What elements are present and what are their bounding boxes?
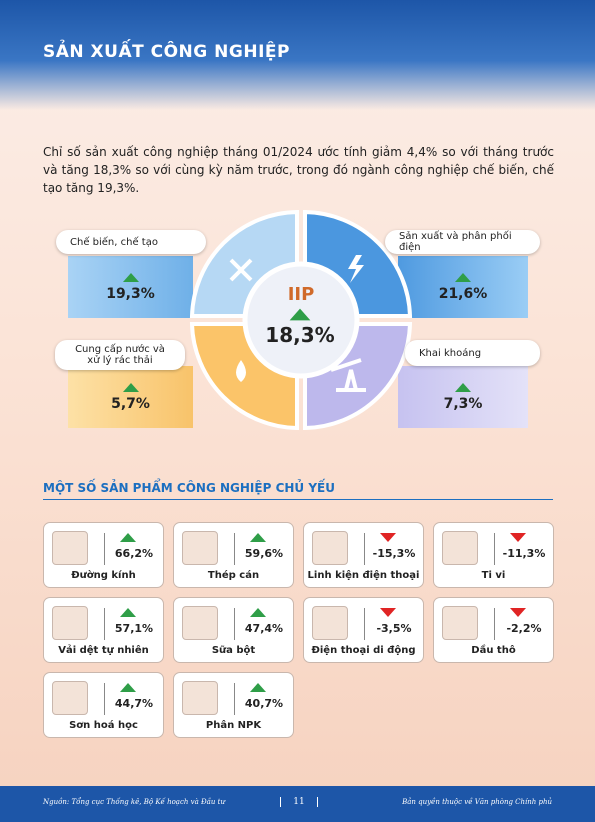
footer: Nguồn: Tổng cục Thống kê, Bộ Kế hoạch và…: [0, 786, 595, 822]
separator: [104, 683, 105, 715]
trend-arrow: [122, 272, 139, 282]
trend-arrow: [380, 533, 396, 542]
trend-arrow: [250, 683, 266, 692]
product-icon: [182, 681, 218, 715]
sector-card: 7,3%: [398, 366, 528, 428]
sector-value: 19,3%: [106, 285, 155, 302]
trend-arrow: [289, 308, 311, 321]
product-card: -15,3% Linh kiện điện thoại: [303, 522, 424, 588]
icon-tools: [229, 258, 253, 282]
product-icon: [182, 606, 218, 640]
product-icon: [442, 531, 478, 565]
separator: [234, 683, 235, 715]
product-value: 57,1%: [114, 622, 154, 635]
sector-name: Chế biến, chế tạo: [56, 230, 206, 254]
product-value: -3,5%: [376, 622, 412, 635]
product-card: 57,1% Vải dệt tự nhiên: [43, 597, 164, 663]
iip-label: IIP: [287, 284, 315, 305]
trend-arrow: [250, 608, 266, 617]
iip-box: 18,3%: [250, 308, 350, 347]
sector-card: 5,7%: [68, 366, 193, 428]
product-name: Vải dệt tự nhiên: [58, 645, 149, 656]
product-name: Thép cán: [207, 570, 260, 581]
product-card: -11,3% Ti vi: [433, 522, 554, 588]
icon-water: [236, 360, 246, 382]
sector-name: Khai khoáng: [405, 340, 540, 366]
product-value: 47,4%: [244, 622, 284, 635]
page-number: 11: [280, 797, 318, 807]
separator: [494, 533, 495, 565]
page-title: SẢN XUẤT CÔNG NGHIỆP: [43, 42, 290, 62]
product-name: Sơn hoá học: [69, 720, 138, 731]
product-value: 44,7%: [114, 697, 154, 710]
separator: [494, 608, 495, 640]
sector-value: 5,7%: [111, 395, 150, 412]
product-icon: [312, 606, 348, 640]
separator: [364, 533, 365, 565]
trend-arrow: [455, 382, 471, 392]
trend-arrow: [250, 533, 266, 542]
product-card: 47,4% Sữa bột: [173, 597, 294, 663]
trend-arrow: [380, 608, 396, 617]
sector-name: Sản xuất và phân phối điện: [385, 230, 540, 254]
product-name: Linh kiện điện thoại: [307, 570, 420, 581]
product-card: -3,5% Điện thoại di động: [303, 597, 424, 663]
header-band: [0, 0, 595, 110]
product-value: -11,3%: [502, 547, 546, 560]
product-card: -2,2% Dầu thô: [433, 597, 554, 663]
separator: [104, 608, 105, 640]
product-icon: [182, 531, 218, 565]
intro-text: Chỉ số sản xuất công nghiệp tháng 01/202…: [43, 145, 554, 195]
trend-arrow: [120, 533, 136, 542]
sector-card: 21,6%: [398, 256, 528, 318]
icon-oil: [330, 358, 366, 392]
product-card: 66,2% Đường kính: [43, 522, 164, 588]
trend-arrow: [122, 382, 139, 392]
product-icon: [52, 681, 88, 715]
separator: [364, 608, 365, 640]
product-icon: [52, 606, 88, 640]
icon-power: [348, 255, 364, 283]
product-name: Ti vi: [481, 570, 506, 581]
product-name: Đường kính: [71, 570, 136, 581]
separator: [234, 608, 235, 640]
sector-value: 7,3%: [443, 395, 483, 412]
product-card: 40,7% Phân NPK: [173, 672, 294, 738]
separator: [104, 533, 105, 565]
product-value: -15,3%: [372, 547, 416, 560]
product-value: 66,2%: [114, 547, 154, 560]
footer-rights: Bản quyền thuộc về Văn phòng Chính phủ: [402, 798, 552, 806]
trend-arrow: [510, 533, 526, 542]
product-value: 40,7%: [244, 697, 284, 710]
divider: [43, 499, 553, 500]
product-icon: [52, 531, 88, 565]
sector-value: 21,6%: [438, 285, 488, 302]
product-name: Điện thoại di động: [311, 645, 416, 656]
product-value: -2,2%: [506, 622, 542, 635]
trend-arrow: [455, 272, 471, 282]
product-icon: [442, 606, 478, 640]
iip-value: 18,3%: [265, 323, 335, 347]
product-name: Sữa bột: [211, 645, 256, 656]
sector-card: 19,3%: [68, 256, 193, 318]
trend-arrow: [510, 608, 526, 617]
product-value: 59,6%: [244, 547, 284, 560]
separator: [234, 533, 235, 565]
sector-name: Cung cấp nước và xử lý rác thải: [55, 340, 185, 370]
product-icon: [312, 531, 348, 565]
footer-source: Nguồn: Tổng cục Thống kê, Bộ Kế hoạch và…: [43, 798, 225, 806]
product-name: Dầu thô: [471, 645, 516, 656]
product-card: 44,7% Sơn hoá học: [43, 672, 164, 738]
product-card: 59,6% Thép cán: [173, 522, 294, 588]
product-name: Phân NPK: [205, 720, 262, 731]
trend-arrow: [120, 683, 136, 692]
products-title: MỘT SỐ SẢN PHẨM CÔNG NGHIỆP CHỦ YẾU: [43, 481, 335, 495]
trend-arrow: [120, 608, 136, 617]
